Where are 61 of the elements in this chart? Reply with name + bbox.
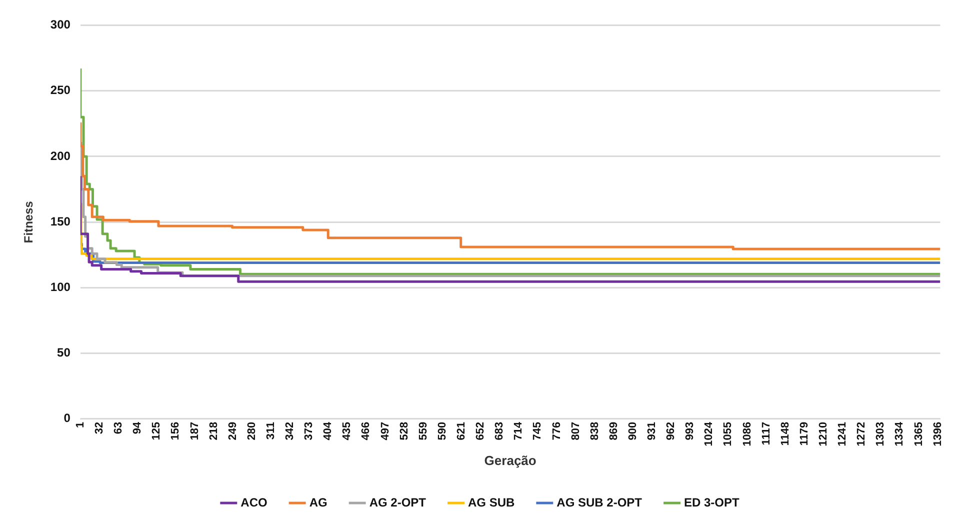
x-tick-label: 1396 bbox=[932, 422, 944, 446]
x-tick-label: 32 bbox=[94, 422, 106, 434]
y-tick-label: 0 bbox=[64, 411, 71, 426]
x-tick-label: 528 bbox=[398, 422, 410, 440]
x-tick-label: 1210 bbox=[817, 422, 830, 446]
x-tick-label: 1241 bbox=[836, 422, 849, 446]
x-tick-label: 745 bbox=[532, 422, 544, 440]
x-axis-title: Geração bbox=[484, 452, 536, 468]
x-tick-label: 63 bbox=[112, 422, 125, 434]
x-tick-label: 931 bbox=[646, 422, 658, 440]
x-tick-label: 497 bbox=[379, 422, 392, 440]
legend-label: AG SUB 2-OPT bbox=[556, 495, 643, 510]
x-tick-label: 962 bbox=[665, 422, 678, 440]
x-tick-label: 187 bbox=[188, 422, 201, 440]
x-tick-label: 869 bbox=[608, 422, 620, 440]
x-tick-label: 1117 bbox=[760, 422, 772, 446]
x-tick-label: 1303 bbox=[874, 422, 887, 446]
x-tick-label: 311 bbox=[264, 422, 277, 440]
x-tick-label: 280 bbox=[246, 422, 258, 440]
x-tick-label: 435 bbox=[341, 422, 354, 440]
x-tick-label: 559 bbox=[417, 422, 430, 440]
x-tick-label: 1334 bbox=[894, 421, 906, 446]
x-tick-label: 590 bbox=[436, 422, 448, 440]
x-tick-label: 94 bbox=[132, 421, 144, 434]
x-tick-label: 1148 bbox=[779, 422, 792, 446]
x-tick-label: 1179 bbox=[798, 422, 810, 446]
y-axis-title: Fitness bbox=[22, 200, 36, 244]
legend-label: AG bbox=[309, 495, 328, 510]
x-tick-label: 776 bbox=[550, 422, 563, 440]
x-tick-label: 838 bbox=[588, 422, 601, 440]
legend-label: ACO bbox=[240, 495, 268, 510]
legend-label: AG 2-OPT bbox=[369, 495, 427, 510]
x-tick-label: 1365 bbox=[912, 422, 925, 446]
legend-label: ED 3-OPT bbox=[684, 495, 740, 510]
x-tick-label: 900 bbox=[626, 422, 639, 440]
x-tick-label: 125 bbox=[150, 422, 163, 440]
y-tick-label: 300 bbox=[50, 18, 71, 32]
x-tick-label: 1 bbox=[74, 422, 86, 428]
x-tick-label: 218 bbox=[208, 422, 220, 440]
y-tick-label: 150 bbox=[50, 214, 71, 228]
legend-label: AG SUB bbox=[468, 495, 515, 510]
x-tick-label: 1055 bbox=[722, 422, 734, 446]
x-tick-label: 993 bbox=[684, 422, 696, 440]
y-tick-label: 50 bbox=[57, 346, 71, 360]
y-tick-label: 100 bbox=[50, 280, 71, 294]
x-tick-label: 652 bbox=[474, 422, 487, 440]
x-tick-label: 1086 bbox=[741, 422, 754, 446]
y-tick-label: 250 bbox=[50, 83, 71, 98]
x-tick-label: 404 bbox=[322, 421, 334, 440]
x-tick-label: 373 bbox=[303, 422, 316, 440]
x-tick-label: 1024 bbox=[703, 421, 716, 446]
x-tick-label: 807 bbox=[570, 422, 582, 440]
x-tick-label: 156 bbox=[170, 422, 182, 440]
x-tick-label: 714 bbox=[512, 421, 525, 440]
x-tick-label: 466 bbox=[360, 422, 372, 440]
x-tick-label: 1272 bbox=[856, 422, 868, 446]
x-tick-label: 342 bbox=[284, 422, 296, 440]
x-tick-label: 683 bbox=[494, 422, 506, 440]
y-tick-label: 200 bbox=[50, 148, 71, 163]
x-tick-label: 621 bbox=[455, 422, 468, 440]
x-tick-label: 249 bbox=[226, 422, 239, 440]
